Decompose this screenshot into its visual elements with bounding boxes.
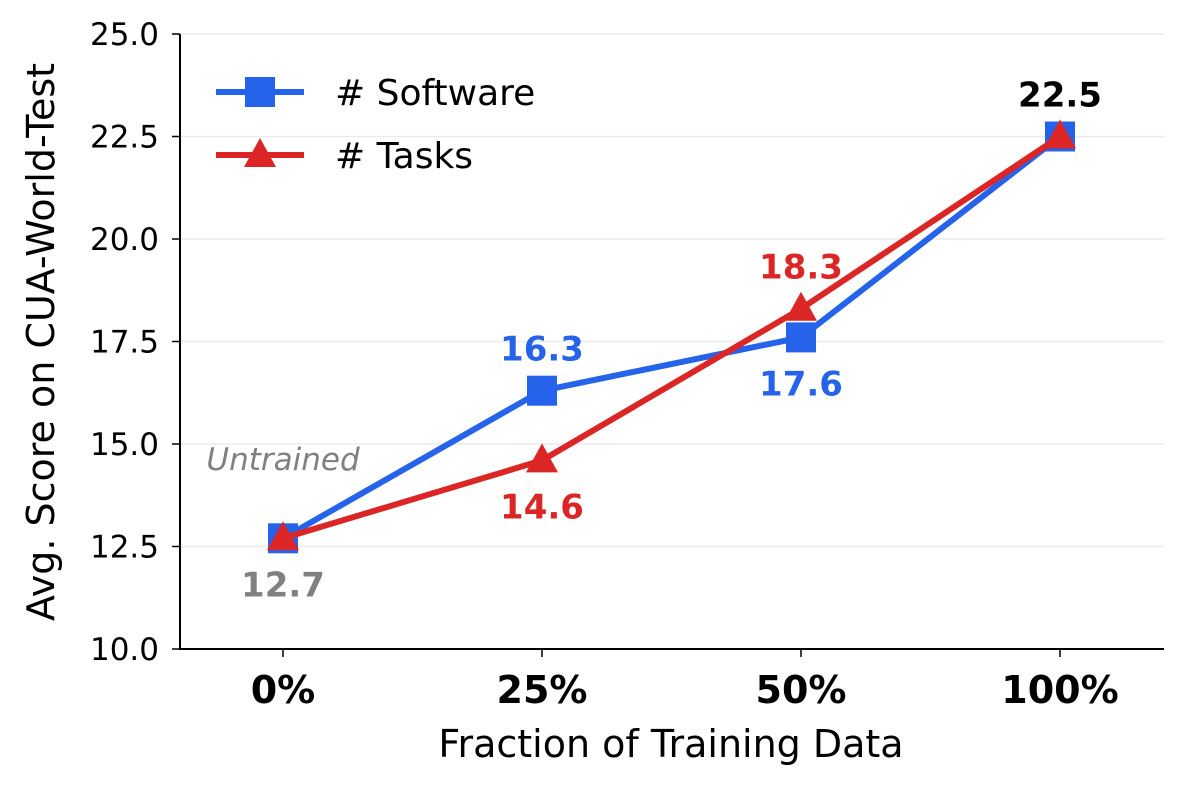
y-axis-ticks: 10.0 12.5 15.0 17.5 20.0 22.5 25.0 <box>90 17 180 668</box>
y-tick-label: 10.0 <box>90 632 159 668</box>
x-tick-label: 50% <box>756 668 847 712</box>
data-label: 17.6 <box>759 364 843 404</box>
data-label: 14.6 <box>500 487 584 527</box>
y-tick-label: 20.0 <box>90 222 159 258</box>
x-tick-label: 25% <box>497 668 588 712</box>
data-point-triangle <box>785 291 817 321</box>
series-software <box>268 121 1075 554</box>
series-line <box>281 134 1062 541</box>
series-tasks <box>267 119 1076 551</box>
legend-entry: # Tasks <box>216 136 473 177</box>
data-label: 16.3 <box>500 330 584 370</box>
legend: # Software # Tasks <box>216 73 535 177</box>
y-tick-label: 12.5 <box>90 530 159 566</box>
x-tick-label: 100% <box>1001 668 1118 712</box>
data-point-triangle <box>526 443 558 473</box>
y-axis-title: Avg. Score on CUA-World-Test <box>19 63 63 621</box>
x-axis-ticks: 0% 25% 50% 100% <box>251 649 1119 712</box>
x-axis-title: Fraction of Training Data <box>438 722 903 766</box>
data-label: 22.5 <box>1018 76 1102 116</box>
series-line <box>282 134 1062 542</box>
legend-entry: # Software <box>216 73 535 114</box>
data-label: 18.3 <box>759 248 843 288</box>
legend-label: # Tasks <box>335 136 473 177</box>
untrained-annotation: Untrained <box>206 442 360 478</box>
y-tick-label: 17.5 <box>90 325 159 361</box>
data-point-square <box>786 322 816 353</box>
data-labels: 12.7 16.3 14.6 18.3 17.6 22.5 <box>241 76 1102 606</box>
y-tick-label: 15.0 <box>90 427 159 463</box>
data-point-triangle <box>1044 119 1076 149</box>
x-tick-label: 0% <box>251 668 316 712</box>
data-point-triangle <box>267 521 299 551</box>
data-point-square <box>527 375 557 406</box>
data-point-square <box>245 77 275 107</box>
legend-label: # Software <box>335 73 535 114</box>
grid-lines <box>180 33 1164 548</box>
series-group <box>267 119 1076 554</box>
data-point-triangle <box>244 138 276 167</box>
y-tick-label: 22.5 <box>90 120 159 156</box>
y-tick-label: 25.0 <box>90 17 159 53</box>
data-label: 12.7 <box>241 565 325 605</box>
